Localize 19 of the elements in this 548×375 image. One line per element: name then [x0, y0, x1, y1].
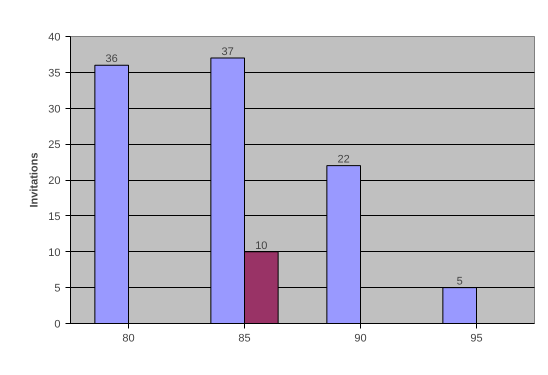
y-tick-label: 35 — [48, 67, 61, 80]
y-tick-label: 20 — [48, 175, 61, 187]
y-tick-label: 30 — [48, 103, 61, 116]
data-label: 10 — [255, 240, 268, 252]
data-label: 22 — [338, 154, 350, 166]
x-tick-label: 80 — [122, 332, 135, 344]
x-tick-label: 85 — [238, 332, 251, 344]
y-tick-label: 25 — [48, 139, 61, 152]
data-label: 5 — [456, 276, 463, 288]
y-tick-label: 0 — [54, 318, 61, 330]
y-tick-label: 40 — [48, 32, 61, 44]
y-axis-title: Invitations — [28, 152, 40, 208]
y-tick-label: 15 — [48, 210, 61, 223]
x-tick-label: 90 — [354, 332, 367, 344]
x-tick-label: 95 — [470, 332, 483, 344]
data-label: 36 — [106, 53, 118, 66]
y-tick-label: 10 — [48, 246, 61, 259]
data-label: 37 — [222, 46, 234, 58]
y-tick-label: 5 — [54, 282, 61, 295]
